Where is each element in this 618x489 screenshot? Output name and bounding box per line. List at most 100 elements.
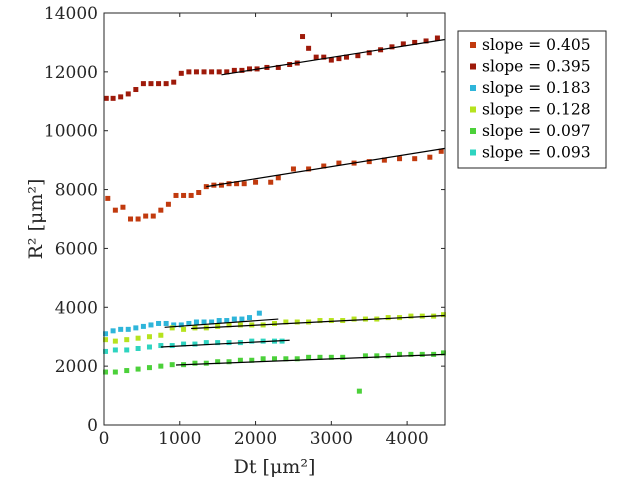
data-point xyxy=(294,356,300,362)
data-point xyxy=(148,322,154,328)
data-point xyxy=(209,319,215,325)
data-point xyxy=(294,319,300,325)
data-point xyxy=(275,175,281,181)
data-point xyxy=(366,50,372,56)
data-point xyxy=(215,340,221,346)
data-point xyxy=(438,148,444,154)
plot-border xyxy=(103,12,446,426)
data-point xyxy=(181,192,187,198)
data-point xyxy=(143,213,149,219)
data-point xyxy=(306,45,312,51)
fit-line-4 xyxy=(191,314,446,330)
fit-line-2 xyxy=(221,38,446,76)
legend-marker xyxy=(470,149,476,156)
data-point xyxy=(328,57,334,63)
data-point xyxy=(135,216,141,222)
data-point xyxy=(120,204,126,210)
data-point xyxy=(203,340,209,346)
data-point xyxy=(169,325,175,331)
data-point xyxy=(336,56,342,62)
data-point xyxy=(118,326,124,332)
data-point xyxy=(148,81,154,87)
data-point xyxy=(231,67,237,73)
data-point xyxy=(118,94,124,100)
data-point xyxy=(112,347,118,353)
data-point xyxy=(186,320,192,326)
data-point xyxy=(224,69,230,75)
y-tick-label: 0 xyxy=(87,416,98,436)
legend-marker xyxy=(470,106,476,113)
data-point xyxy=(215,359,221,365)
plot-area xyxy=(103,12,446,426)
data-point xyxy=(241,181,247,187)
data-point xyxy=(146,365,152,371)
data-point xyxy=(181,326,187,332)
data-point xyxy=(256,310,262,316)
data-point xyxy=(249,357,255,363)
data-point xyxy=(156,320,162,326)
data-point xyxy=(192,360,198,366)
data-point xyxy=(196,190,202,196)
x-tick-label: 1000 xyxy=(158,429,201,449)
data-point xyxy=(249,338,255,344)
data-point xyxy=(253,179,259,185)
data-point xyxy=(440,312,446,318)
data-point xyxy=(419,351,425,357)
legend-box xyxy=(457,30,607,169)
y-tick-label: 6000 xyxy=(55,239,98,259)
data-point xyxy=(165,201,171,207)
y-tick-label: 14000 xyxy=(44,4,98,24)
y-tick-label: 4000 xyxy=(55,298,98,318)
data-point xyxy=(124,337,130,343)
data-point xyxy=(146,344,152,350)
x-tick-label: 4000 xyxy=(385,429,428,449)
data-point xyxy=(237,322,243,328)
data-point xyxy=(374,353,380,359)
data-point xyxy=(216,318,222,324)
data-point xyxy=(272,356,277,362)
data-point xyxy=(381,157,387,163)
data-point xyxy=(163,81,169,87)
data-point xyxy=(283,356,289,362)
y-tick-label: 10000 xyxy=(44,122,98,142)
data-point xyxy=(246,315,252,321)
legend-label: slope = 0.405 xyxy=(482,36,591,54)
data-point xyxy=(366,159,372,165)
data-point xyxy=(110,328,116,334)
series-3 xyxy=(103,310,262,337)
data-point xyxy=(158,332,164,338)
legend-label: slope = 0.183 xyxy=(482,79,591,97)
data-point xyxy=(272,320,277,326)
data-point xyxy=(408,351,414,357)
y-tick-label: 2000 xyxy=(55,357,98,377)
data-point xyxy=(397,156,403,162)
legend-marker xyxy=(470,63,476,70)
data-point xyxy=(313,54,319,60)
legend: slope = 0.405 slope = 0.395 slope = 0.183 s… xyxy=(457,30,607,169)
data-point xyxy=(412,39,418,45)
x-axis-label: Dt [μm²] xyxy=(234,456,316,478)
data-point xyxy=(317,354,323,360)
data-point xyxy=(306,166,312,172)
data-point xyxy=(201,319,207,325)
y-axis-label: R² [μm²] xyxy=(25,179,47,260)
data-point xyxy=(231,316,237,322)
x-axis-ticks: 0 1000 2000 3000 4000 xyxy=(99,13,429,449)
data-point xyxy=(103,369,109,375)
data-point xyxy=(124,368,130,374)
y-tick-label: 12000 xyxy=(44,63,98,83)
data-point xyxy=(423,38,429,44)
data-point xyxy=(218,182,224,188)
data-point xyxy=(239,316,245,322)
data-point xyxy=(193,319,199,325)
data-point xyxy=(317,318,323,324)
data-point xyxy=(125,326,131,332)
data-point xyxy=(408,313,414,319)
data-point xyxy=(103,95,109,101)
data-point xyxy=(340,354,346,360)
legend-label: slope = 0.097 xyxy=(482,122,591,140)
data-point xyxy=(140,81,146,87)
data-point xyxy=(226,322,232,328)
data-point xyxy=(283,319,289,325)
data-point xyxy=(321,54,327,60)
